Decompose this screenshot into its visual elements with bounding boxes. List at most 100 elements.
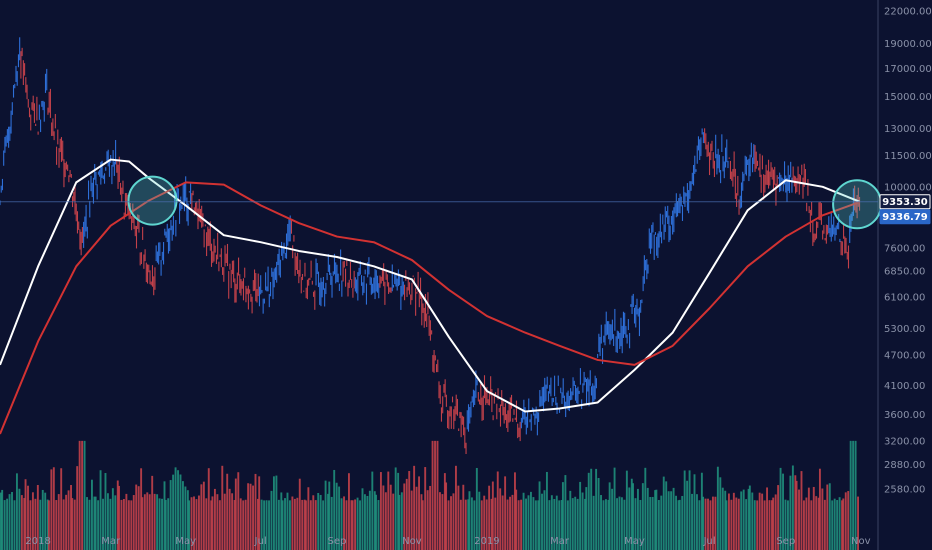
volume-bar [693,474,696,550]
volume-bar [558,500,561,550]
volume-bar [130,500,133,550]
y-tick-label: 10000.00 [884,182,932,193]
volume-bar [725,500,728,550]
volume-bar [254,473,257,550]
volume-bar [216,494,219,550]
volume-bar [838,497,841,550]
volume-bar [464,499,467,550]
volume-bar [459,499,462,550]
volume-bar [789,475,792,550]
volume-bar [445,482,448,550]
volume-bar [384,492,387,550]
volume-bar [420,494,423,550]
volume-bar [787,500,789,550]
volume-bar [226,473,229,550]
volume-bar [210,500,213,550]
volume-bar [452,493,455,550]
volume-bar [716,466,719,550]
volume-bar [377,500,380,550]
volume-bar [555,495,558,550]
volume-bar [268,500,270,550]
volume-bar [0,492,2,550]
volume-bar [418,476,420,550]
volume-bar [847,491,850,550]
volume-bar [260,499,263,550]
volume-bar [753,500,756,550]
volume-bar [613,467,616,550]
axis-panel-background [878,0,932,550]
volume-bar [632,483,634,550]
volume-bar [207,468,210,550]
volume-bar [630,478,633,550]
volume-bar [368,490,371,550]
volume-bar [849,440,852,550]
volume-bar [730,499,733,550]
volume-bar [83,440,86,550]
volume-bar [585,487,588,550]
volume-bar [127,500,130,550]
volume-bar [561,482,564,550]
volume-bar [530,491,532,550]
volume-bar [696,494,698,550]
volume-bar [651,496,654,550]
moving-averages [0,158,860,435]
y-tick-label: 7600.00 [884,244,925,255]
volume-bar [515,489,518,550]
volume-bar [537,500,540,550]
volume-bar [132,495,135,550]
volume-bar [475,467,478,550]
volume-bar [667,491,670,550]
volume-bar [625,470,628,550]
volume-bar [424,467,427,550]
volume-bar [852,440,855,550]
volume-bar [319,494,322,550]
volume-bar [233,500,236,550]
volume-bar [707,498,709,550]
volume-bar [270,490,273,550]
volume-bar [821,488,824,550]
y-tick-label: 6850.00 [884,267,925,278]
volume-bar [275,475,278,550]
volume-bar [6,498,9,550]
volume-bar [592,495,595,550]
volume-bar [802,500,805,550]
volume-bar [304,500,307,550]
volume-bar [777,485,780,550]
volume-bars [0,440,859,550]
y-tick-label: 2580.00 [884,484,925,495]
volume-bar [137,486,140,550]
volume-bar [675,495,677,550]
volume-bar [23,498,26,550]
volume-bar [748,485,751,550]
volume-bar [504,476,507,550]
volume-bar [27,485,29,550]
y-axis: 22000.00 19000.00 17000.00 15000.00 13000.00… [884,7,932,496]
volume-bar [833,498,836,550]
volume-bar [398,494,401,550]
volume-bar [71,498,74,550]
volume-bar [148,494,151,550]
volume-bar [291,496,294,550]
volume-bar [252,485,254,550]
volume-bar [298,478,301,550]
volume-bar [169,480,172,550]
volume-bar [156,494,159,550]
volume-bar [200,484,203,550]
volume-bar [317,492,320,550]
volume-bar [657,500,660,550]
volume-bar [164,499,167,550]
volume-bar [545,471,548,550]
volume-bar [771,500,773,550]
volume-bar [50,469,53,550]
volume-bar [24,479,27,550]
y-tick-label: 13000.00 [884,124,932,135]
volume-bar [532,497,535,550]
volume-bar [678,499,681,550]
volume-bar [522,492,525,550]
volume-bar [221,465,224,550]
volume-bar [579,481,582,550]
volume-bar [389,484,392,550]
volume-bar [538,481,541,550]
volume-bar [842,498,845,550]
